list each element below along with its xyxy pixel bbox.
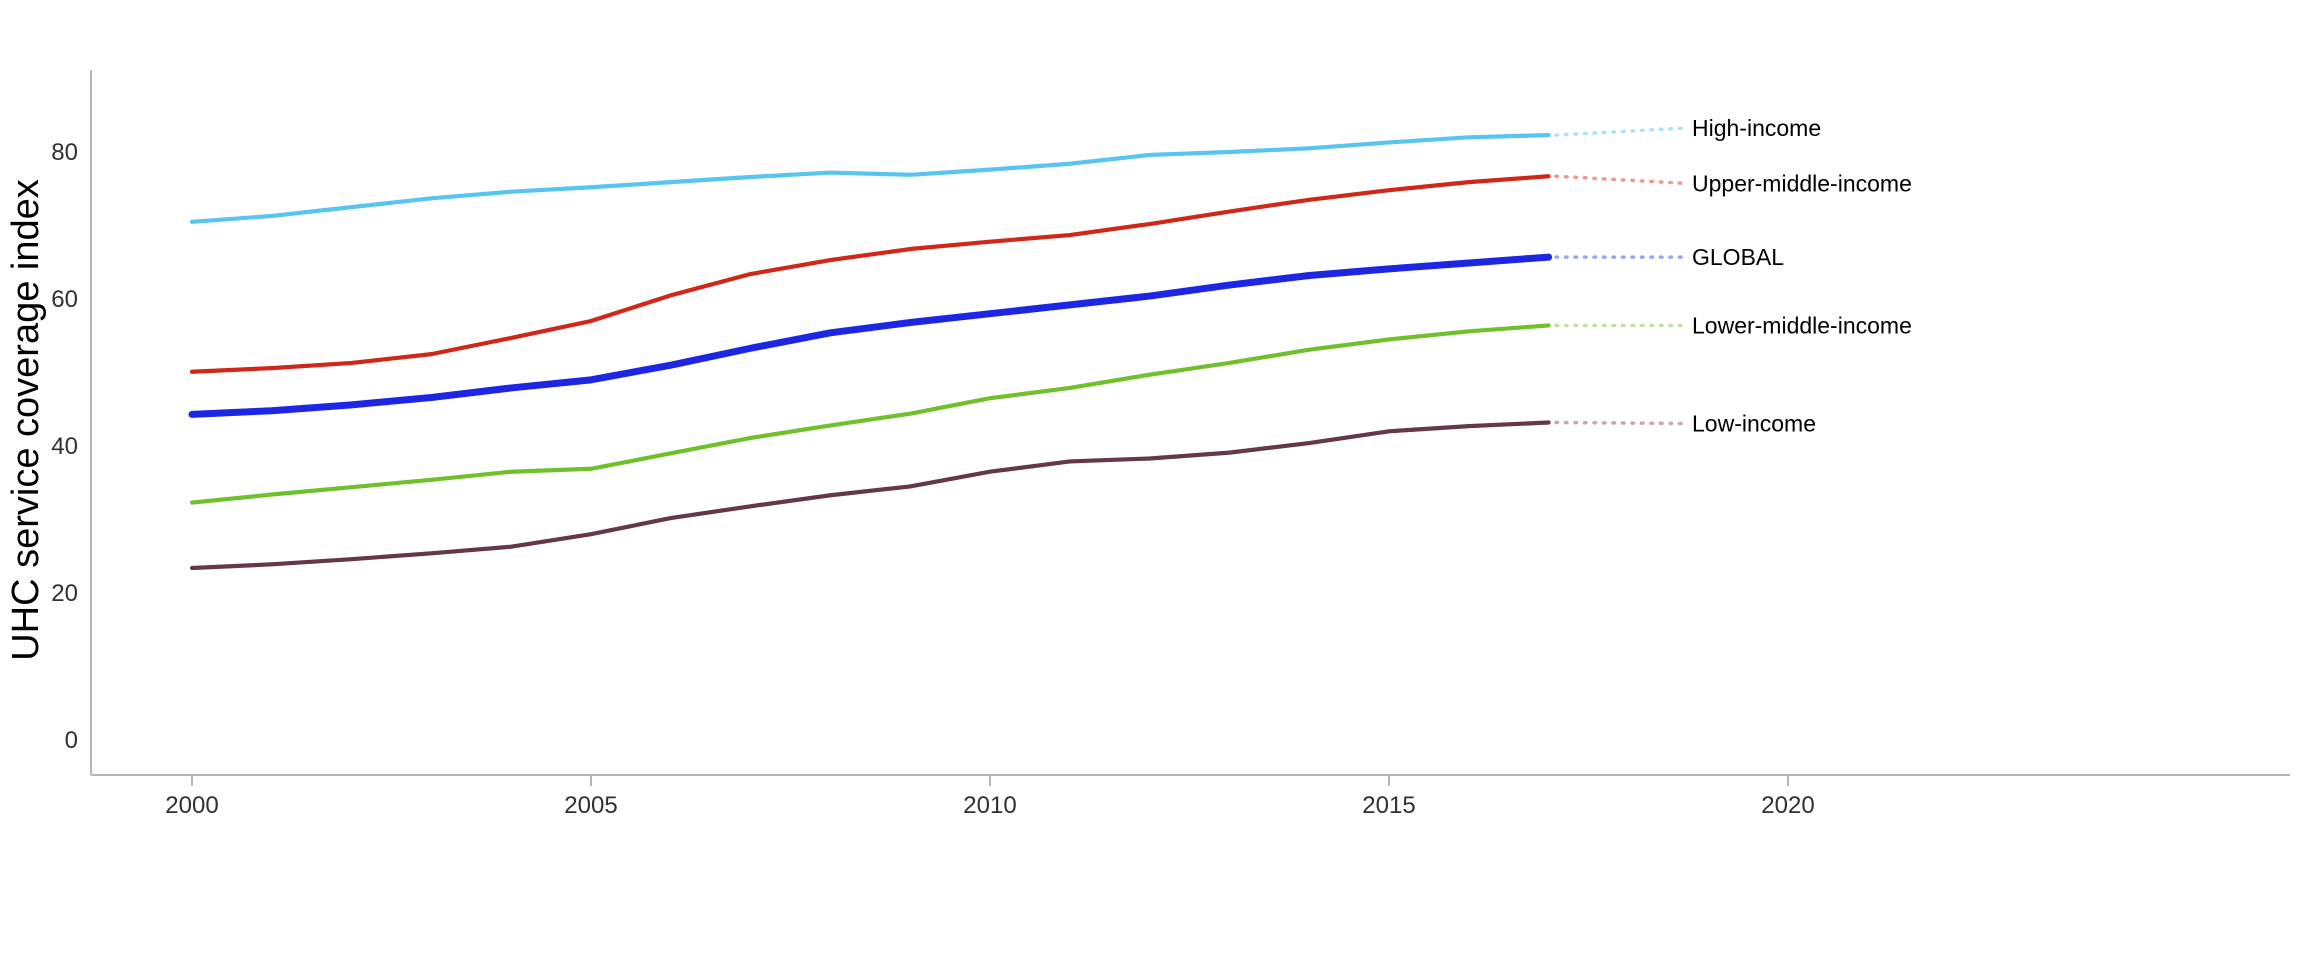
series-label-upper-middle-income[interactable]: Upper-middle-income xyxy=(1692,170,1912,196)
x-tick-label-2010: 2010 xyxy=(963,792,1016,819)
series-label-global[interactable]: GLOBAL xyxy=(1692,244,1784,270)
line-high-income[interactable] xyxy=(189,132,1551,224)
line-lower-middle-income[interactable] xyxy=(189,323,1551,505)
line-low-income[interactable] xyxy=(189,420,1551,571)
y-axis-title: UHC service coverage index xyxy=(5,179,47,661)
y-tick-label-40: 40 xyxy=(51,433,78,460)
x-tick-label-2005: 2005 xyxy=(564,792,617,819)
y-tick-label-80: 80 xyxy=(51,139,78,166)
y-tick-label-60: 60 xyxy=(51,286,78,313)
series-label-low-income[interactable]: Low-income xyxy=(1692,410,1816,436)
x-tick-label-2015: 2015 xyxy=(1362,792,1415,819)
series-lines xyxy=(188,126,1686,571)
axes xyxy=(90,70,2290,786)
leader-dots-high-income xyxy=(1554,126,1686,137)
y-tick-label-20: 20 xyxy=(51,580,78,607)
x-tick-label-2000: 2000 xyxy=(165,792,218,819)
leader-dots-low-income xyxy=(1554,420,1686,426)
line-global[interactable] xyxy=(188,253,1553,418)
tick-labels: 2000 2005 2010 2015 2020 0 20 40 60 80 xyxy=(51,139,1814,819)
y-tick-label-0: 0 xyxy=(65,727,78,754)
line-upper-middle-income[interactable] xyxy=(189,174,1551,374)
leader-dots-upper-middle-income xyxy=(1554,174,1686,186)
series-label-high-income[interactable]: High-income xyxy=(1692,115,1821,141)
series-labels: High-income Upper-middle-income GLOBAL Lowe… xyxy=(1692,115,1912,436)
series-label-lower-middle-income[interactable]: Lower-middle-income xyxy=(1692,312,1912,338)
x-tick-label-2020: 2020 xyxy=(1761,792,1814,819)
